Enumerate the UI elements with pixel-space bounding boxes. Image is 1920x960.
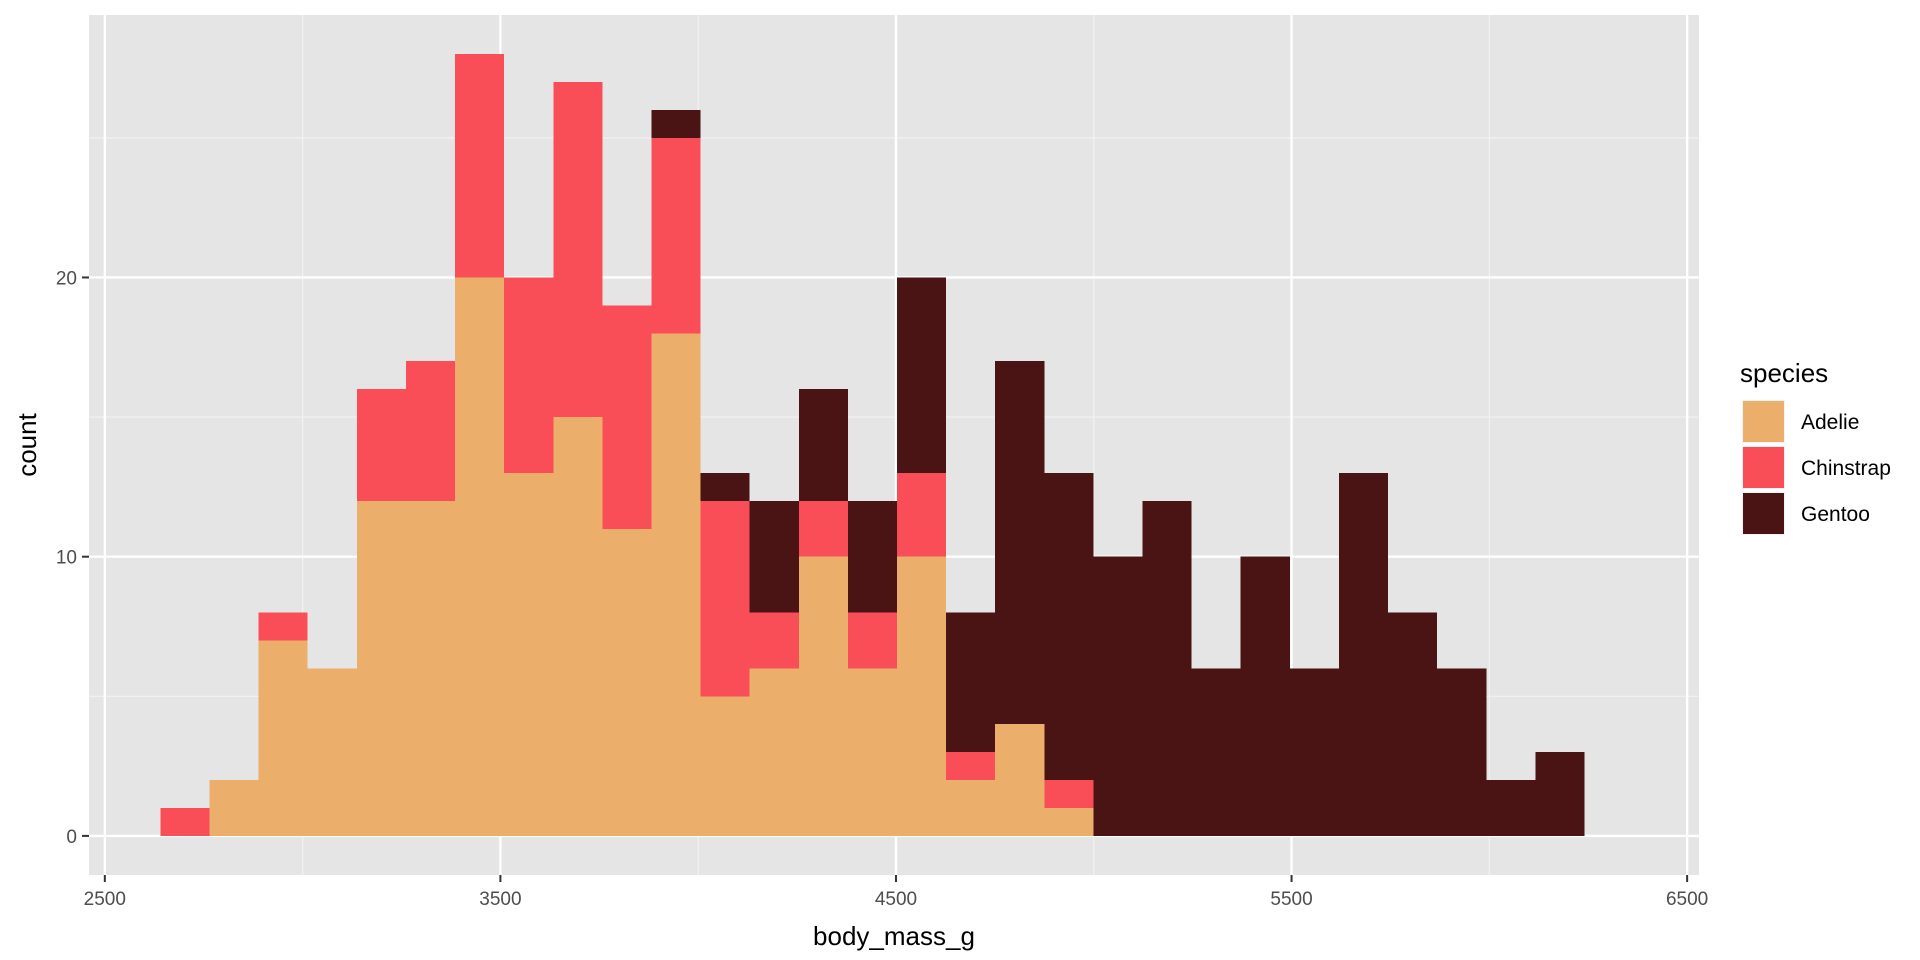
y-axis-title: count [12, 412, 42, 476]
bar-adelie [749, 668, 799, 836]
legend-swatch-chinstrap [1743, 447, 1784, 488]
bar-adelie [847, 668, 898, 836]
bar-adelie [798, 556, 848, 836]
bar-adelie [995, 724, 1045, 836]
bar-adelie [897, 556, 947, 836]
x-tick-label: 3500 [479, 889, 521, 910]
bar-gentoo [749, 500, 799, 613]
y-tick-label: 10 [56, 548, 77, 569]
bar-gentoo [1240, 556, 1290, 836]
bar-adelie [1044, 807, 1094, 836]
legend-label-adelie: Adelie [1801, 411, 1859, 434]
bar-adelie [356, 500, 406, 836]
bar-gentoo [847, 500, 898, 613]
bar-gentoo [798, 389, 848, 501]
bar-chinstrap [897, 472, 947, 557]
bar-gentoo [1437, 668, 1487, 836]
bar-gentoo [700, 472, 750, 501]
legend: species Adelie Chinstrap Gentoo [1740, 358, 1891, 535]
bar-adelie [405, 500, 456, 836]
legend-swatch-adelie [1743, 401, 1784, 442]
bar-gentoo [1338, 472, 1389, 836]
bar-chinstrap [553, 82, 603, 418]
x-tick-label: 5500 [1270, 889, 1312, 910]
bar-chinstrap [258, 612, 308, 641]
bar-gentoo [1535, 752, 1585, 836]
bar-chinstrap [504, 277, 554, 473]
bar-adelie [553, 417, 603, 836]
bar-chinstrap [651, 137, 701, 334]
x-tick-label: 4500 [875, 889, 917, 910]
x-axis-title: body_mass_g [813, 921, 975, 951]
bar-gentoo [946, 612, 996, 753]
bar-gentoo [1093, 556, 1143, 836]
bar-gentoo [1388, 612, 1438, 836]
bar-chinstrap [847, 612, 898, 669]
bar-chinstrap [1044, 780, 1094, 808]
x-tick-label: 2500 [84, 889, 126, 910]
bar-chinstrap [405, 361, 456, 501]
bar-chinstrap [749, 612, 799, 669]
y-tick-label: 0 [66, 827, 77, 848]
bar-chinstrap [700, 500, 750, 697]
bar-adelie [258, 640, 308, 836]
x-tick-label: 6500 [1666, 889, 1708, 910]
axes: 0 10 20 2500 3500 4500 5500 6500 [56, 268, 1708, 910]
bar-gentoo [1289, 668, 1339, 836]
bar-adelie [307, 668, 357, 836]
histogram-bars [160, 54, 1585, 836]
bar-chinstrap [946, 752, 996, 781]
y-tick-label: 20 [56, 268, 77, 289]
legend-title: species [1740, 358, 1828, 388]
bar-gentoo [651, 109, 701, 138]
bar-chinstrap [798, 500, 848, 557]
legend-label-chinstrap: Chinstrap [1801, 457, 1891, 480]
legend-swatch-gentoo [1743, 493, 1784, 534]
bar-adelie [209, 780, 259, 836]
bar-gentoo [1142, 500, 1192, 836]
bar-chinstrap [455, 54, 505, 278]
bar-adelie [700, 696, 750, 836]
bar-gentoo [995, 361, 1045, 725]
bar-adelie [602, 528, 652, 836]
bar-gentoo [1044, 472, 1094, 781]
legend-label-gentoo: Gentoo [1801, 503, 1870, 526]
bar-adelie [651, 333, 701, 836]
bar-adelie [455, 277, 505, 836]
bar-gentoo [1486, 780, 1536, 836]
bar-chinstrap [602, 305, 652, 529]
bar-adelie [946, 780, 996, 836]
bar-gentoo [897, 277, 947, 473]
bar-adelie [504, 472, 554, 836]
bar-chinstrap [356, 389, 406, 501]
bar-gentoo [1191, 668, 1241, 836]
bar-chinstrap [160, 807, 210, 836]
